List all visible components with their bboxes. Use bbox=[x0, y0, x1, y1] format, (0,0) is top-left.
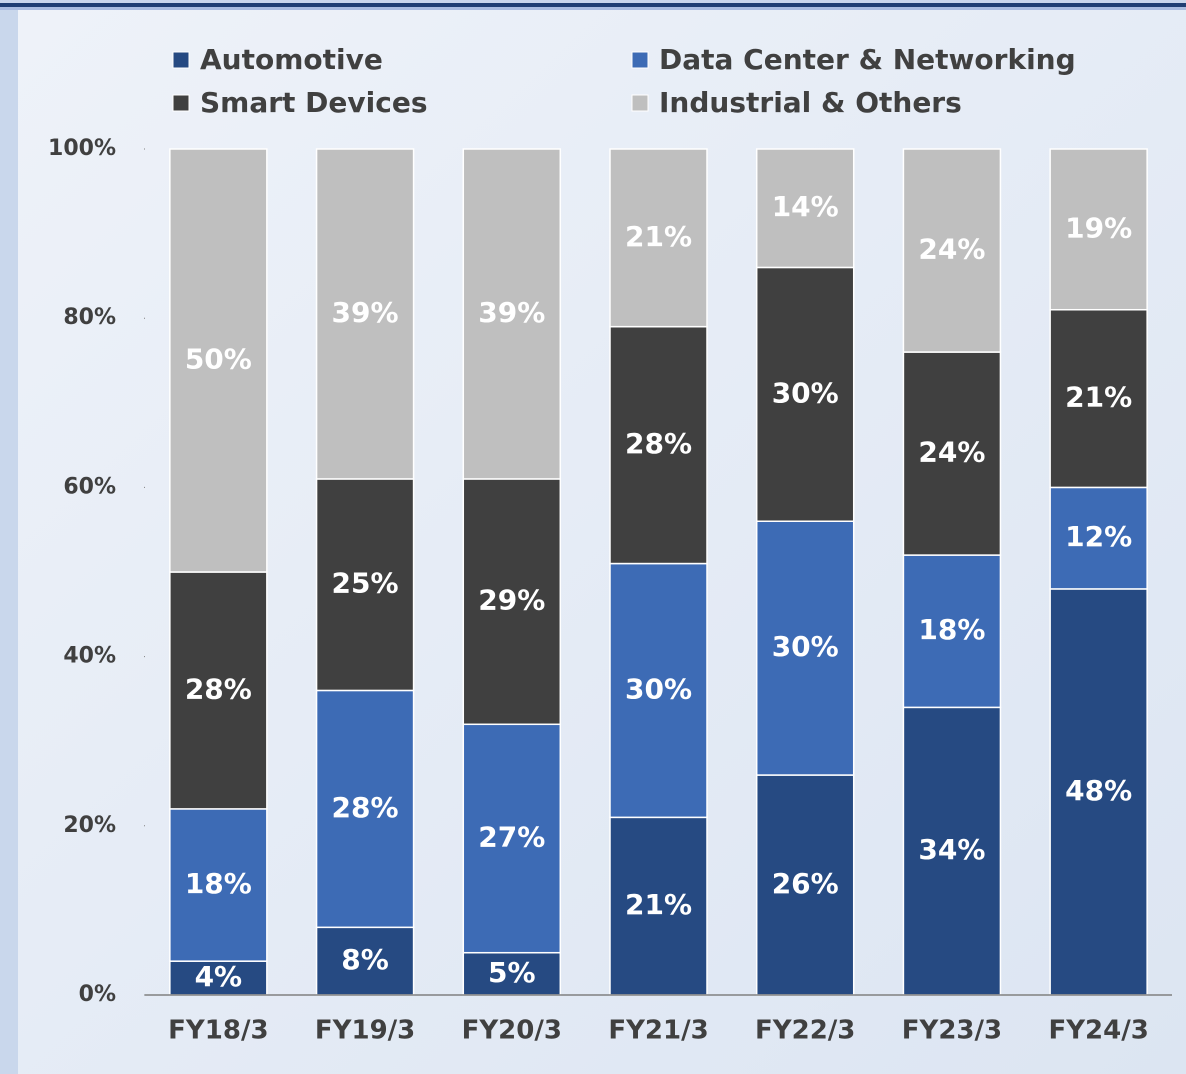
bar-segment bbox=[462, 723, 562, 954]
legend-label: Industrial & Others bbox=[659, 86, 962, 119]
bar-segment bbox=[315, 689, 415, 929]
data-label: 24% bbox=[918, 436, 985, 469]
bar-segment bbox=[902, 351, 1002, 556]
bar-segment bbox=[315, 148, 415, 480]
x-tick-label: FY18/3 bbox=[168, 1016, 268, 1046]
y-tick-label: 60% bbox=[63, 474, 116, 499]
x-tick-label: FY21/3 bbox=[608, 1016, 708, 1046]
data-label: 19% bbox=[1065, 211, 1132, 244]
data-label: 26% bbox=[772, 867, 839, 900]
data-label: 27% bbox=[478, 820, 545, 853]
bar-segment bbox=[609, 562, 708, 819]
x-tick-label: FY20/3 bbox=[462, 1016, 562, 1046]
data-label: 39% bbox=[332, 296, 399, 329]
data-label: 39% bbox=[478, 296, 545, 329]
y-tick-label: 20% bbox=[63, 813, 116, 838]
bar-segment bbox=[169, 148, 268, 573]
data-label: 25% bbox=[332, 567, 399, 600]
bar-segment bbox=[462, 478, 562, 726]
bar-segment bbox=[1049, 486, 1148, 590]
bar-segment bbox=[755, 266, 855, 522]
bar-segment bbox=[1049, 148, 1148, 311]
data-label: 28% bbox=[625, 427, 692, 460]
data-label: 21% bbox=[625, 220, 692, 253]
data-label: 24% bbox=[918, 233, 985, 266]
y-tick-label: 40% bbox=[63, 644, 116, 669]
legend-label: Automotive bbox=[200, 43, 383, 76]
legend-label: Data Center & Networking bbox=[659, 43, 1076, 76]
bar-segment bbox=[315, 478, 415, 692]
x-tick-label: FY22/3 bbox=[755, 1016, 855, 1046]
data-label: 18% bbox=[918, 613, 985, 646]
bar-segment bbox=[1049, 308, 1148, 489]
y-tick-label: 80% bbox=[63, 305, 116, 330]
data-label: 5% bbox=[488, 956, 536, 989]
data-label: 21% bbox=[1065, 381, 1132, 414]
data-label: 34% bbox=[918, 833, 985, 866]
data-label: 30% bbox=[772, 630, 839, 663]
bar-segment bbox=[902, 554, 1002, 709]
data-label: 21% bbox=[625, 888, 692, 921]
bar-segment bbox=[1049, 588, 1148, 996]
bar-segment bbox=[755, 520, 855, 776]
legend-swatch bbox=[631, 94, 649, 112]
data-label: 28% bbox=[185, 672, 252, 705]
bar-segment bbox=[755, 774, 855, 996]
y-tick-label: 0% bbox=[79, 982, 116, 1007]
top-rule-light bbox=[0, 7, 1186, 10]
bar-segment bbox=[462, 148, 562, 480]
data-label: 48% bbox=[1065, 774, 1132, 807]
data-label: 30% bbox=[625, 672, 692, 705]
data-label: 18% bbox=[185, 867, 252, 900]
bar-segment bbox=[609, 148, 708, 328]
data-label: 28% bbox=[332, 791, 399, 824]
bar-segment bbox=[169, 960, 268, 996]
x-tick-label: FY24/3 bbox=[1048, 1016, 1148, 1046]
data-label: 14% bbox=[772, 190, 839, 223]
data-label: 4% bbox=[195, 960, 243, 993]
bar-segment bbox=[609, 325, 708, 565]
x-tick-label: FY19/3 bbox=[315, 1016, 415, 1046]
top-rule bbox=[0, 3, 1186, 7]
bar-segment bbox=[755, 148, 855, 269]
data-label: 12% bbox=[1065, 520, 1132, 553]
bar-segment bbox=[902, 148, 1002, 353]
data-label: 30% bbox=[772, 376, 839, 409]
x-tick-label: FY23/3 bbox=[902, 1016, 1002, 1046]
legend-swatch bbox=[631, 51, 649, 69]
legend-swatch bbox=[172, 94, 190, 112]
data-label: 50% bbox=[185, 343, 252, 376]
data-label: 29% bbox=[478, 584, 545, 617]
legend-label: Smart Devices bbox=[200, 86, 428, 119]
data-label: 8% bbox=[341, 943, 389, 976]
legend-swatch bbox=[172, 51, 190, 69]
y-tick-label: 100% bbox=[48, 136, 116, 161]
